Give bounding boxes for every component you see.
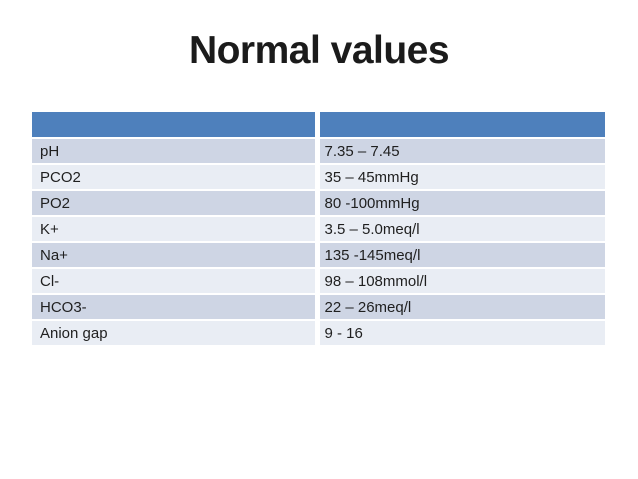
parameter-cell: Na+ [32,242,320,268]
parameter-cell: K+ [32,216,320,242]
table-row: Cl- 98 – 108mmol/l [32,268,605,294]
value-cell: 98 – 108mmol/l [324,272,428,290]
value-cell: 7.35 – 7.45 [324,142,400,160]
parameter-cell: PO2 [32,190,320,216]
table-row: K+ 3.5 – 5.0meq/l [32,216,605,242]
parameter-cell: pH [32,138,320,164]
table-row: Na+ 135 -145meq/l [32,242,605,268]
value-cell: 22 – 26meq/l [324,298,412,316]
value-cell: 9 - 16 [324,324,363,342]
parameter-cell: Cl- [32,268,320,294]
slide-title: Normal values [188,29,450,72]
parameter-cell: Anion gap [32,320,320,345]
value-cell: 35 – 45mmHg [324,168,419,186]
table-row: PCO2 35 – 45mmHg [32,164,605,190]
value-cell: 80 -100mmHg [324,194,420,212]
normal-values-table: pH 7.35 – 7.45 PCO2 35 – 45mmHg PO2 80 -100mm… [32,112,605,345]
parameter-cell: PCO2 [32,164,320,190]
header-cell-parameter [32,112,320,138]
parameter-cell: HCO3- [32,294,320,320]
table-row: HCO3- 22 – 26meq/l [32,294,605,320]
normal-values-table-body: pH 7.35 – 7.45 PCO2 35 – 45mmHg PO2 80 -100mm… [32,138,605,345]
value-cell: 135 -145meq/l [324,246,421,264]
header-cell-value [317,112,605,138]
table-row: Anion gap 9 - 16 [32,320,605,345]
table-row: pH 7.35 – 7.45 [32,138,605,164]
table-row: PO2 80 -100mmHg [32,190,605,216]
value-cell: 3.5 – 5.0meq/l [324,220,420,238]
table-header-row [32,112,605,138]
